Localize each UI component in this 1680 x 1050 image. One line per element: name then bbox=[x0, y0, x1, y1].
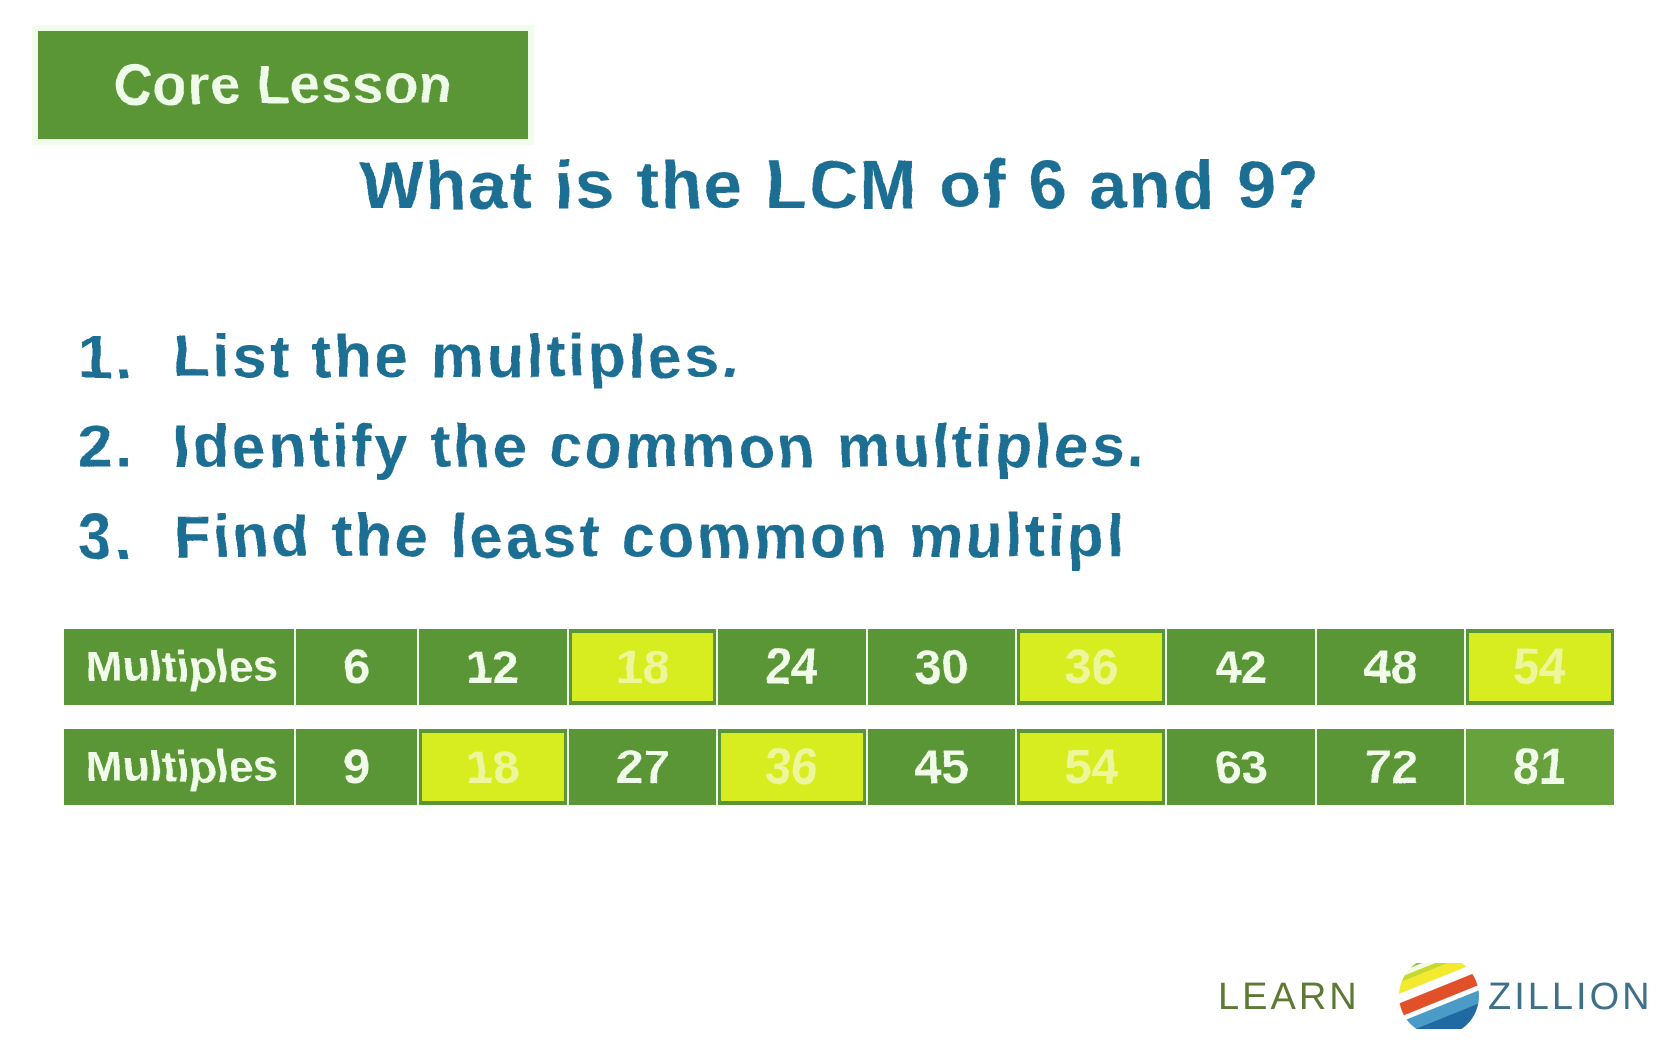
svg-text:ZILLION: ZILLION bbox=[1488, 976, 1653, 1018]
svg-text:LEARN: LEARN bbox=[1218, 976, 1360, 1018]
